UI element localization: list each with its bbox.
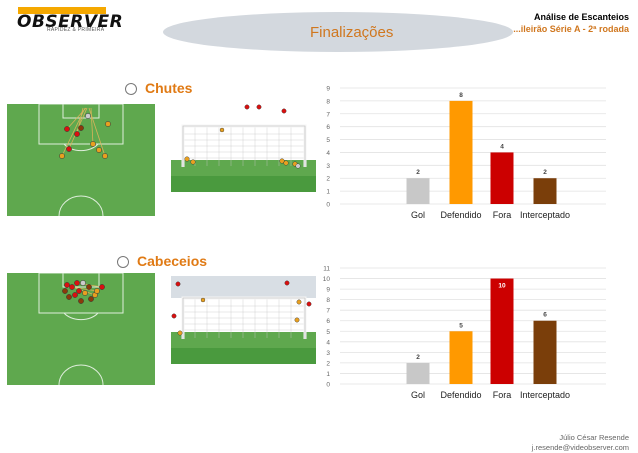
pitch-headers xyxy=(7,273,155,385)
y-tick-label: 2 xyxy=(326,360,330,367)
header-analysis-title: Análise de Escanteios xyxy=(533,12,629,22)
bar-fora xyxy=(490,152,514,204)
logo: OBSERVER xyxy=(17,12,124,32)
y-tick-label: 11 xyxy=(323,266,330,273)
logo-bar xyxy=(18,7,106,14)
y-tick-label: 8 xyxy=(326,98,330,105)
y-tick-label: 3 xyxy=(326,163,330,170)
y-tick-label: 4 xyxy=(326,339,330,346)
x-tick-label-gol: Gol xyxy=(411,390,425,400)
y-tick-label: 6 xyxy=(326,318,330,325)
bar-gol xyxy=(406,178,430,204)
y-tick-label: 5 xyxy=(326,137,330,144)
bar-fora xyxy=(490,278,514,384)
chart-headers: 0 1 2 3 4 5 6 7 8 9 10 11 2 Gol 5 Defendido 10 Fora 6 Inter… xyxy=(323,266,606,400)
y-tick-label: 4 xyxy=(326,150,330,157)
y-tick-label: 0 xyxy=(326,202,330,209)
title-pill xyxy=(163,12,513,52)
x-tick-label-fora: Fora xyxy=(493,390,512,400)
data-label-gol: 2 xyxy=(416,169,420,176)
x-tick-label-interceptado: Interceptado xyxy=(520,210,570,220)
y-tick-label: 1 xyxy=(326,189,330,196)
bar-interceptado xyxy=(533,320,557,384)
x-tick-label-defendido: Defendido xyxy=(440,390,481,400)
footer-author: Júlio César Resende xyxy=(559,433,629,442)
section-title-shots: Chutes xyxy=(145,80,193,96)
ball-icon xyxy=(125,83,137,95)
ball-icon xyxy=(117,256,129,268)
y-tick-label: 7 xyxy=(326,308,330,315)
pitch-shots xyxy=(7,104,155,216)
y-tick-label: 9 xyxy=(326,86,330,93)
y-tick-label: 9 xyxy=(326,287,330,294)
header-round: ...ileirão Série A - 2ª rodada xyxy=(513,24,629,34)
bar-interceptado xyxy=(533,178,557,204)
x-tick-label-fora: Fora xyxy=(493,210,512,220)
goal-view-shots xyxy=(171,104,316,192)
y-tick-label: 6 xyxy=(326,124,330,131)
y-tick-label: 10 xyxy=(323,276,331,283)
data-label-defendido: 5 xyxy=(459,322,463,329)
x-tick-label-defendido: Defendido xyxy=(440,210,481,220)
y-tick-label: 7 xyxy=(326,111,330,118)
logo-tagline: RAPIDEZ & PRIMEIRA xyxy=(47,27,105,33)
data-label-fora: 10 xyxy=(498,283,506,290)
data-label-interceptado: 6 xyxy=(543,312,547,319)
y-tick-label: 3 xyxy=(326,350,330,357)
chart-shots: 0 1 2 3 4 5 6 7 8 9 2 Gol 8 Defendido 4 Fora 2 Intercepta… xyxy=(326,86,606,220)
data-label-gol: 2 xyxy=(416,354,420,361)
data-label-fora: 4 xyxy=(500,143,504,150)
y-tick-label: 1 xyxy=(326,371,330,378)
y-tick-label: 2 xyxy=(326,176,330,183)
bar-defendido xyxy=(449,100,473,204)
x-tick-label-gol: Gol xyxy=(411,210,425,220)
page-title: Finalizações xyxy=(310,24,394,41)
x-tick-label-interceptado: Interceptado xyxy=(520,390,570,400)
y-tick-label: 8 xyxy=(326,297,330,304)
bar-defendido xyxy=(449,331,473,384)
y-tick-label: 5 xyxy=(326,329,330,336)
goal-view-headers xyxy=(171,276,316,364)
footer-email: j.resende@videobserver.com xyxy=(531,443,629,452)
data-label-defendido: 8 xyxy=(459,92,463,99)
data-label-interceptado: 2 xyxy=(543,169,547,176)
section-title-headers: Cabeceios xyxy=(137,253,208,269)
y-tick-label: 0 xyxy=(326,382,330,389)
bar-gol xyxy=(406,362,430,384)
